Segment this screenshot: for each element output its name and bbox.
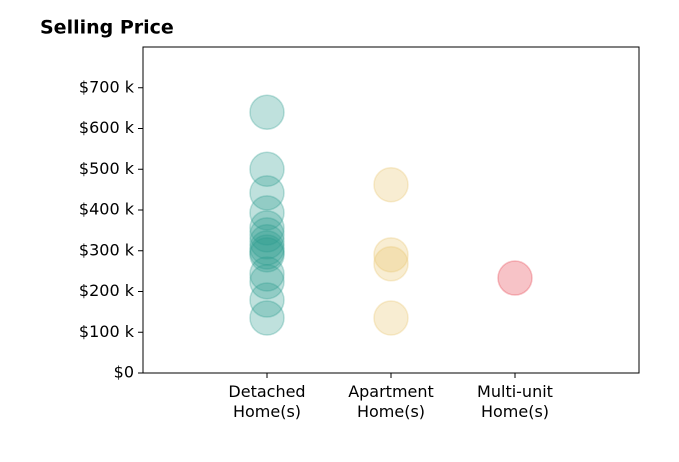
point (249, 256, 285, 292)
x-tick-label: Apartment Home(s) (348, 382, 434, 421)
point (249, 175, 285, 211)
y-tick-label: $200 k (79, 281, 135, 300)
y-tick-label: $700 k (79, 77, 135, 96)
point (249, 263, 285, 300)
point (249, 224, 285, 260)
point (249, 210, 285, 246)
y-tick-label: $600 k (79, 118, 135, 137)
point (249, 230, 285, 266)
point (373, 246, 409, 282)
point (249, 195, 285, 231)
y-tick-label: $500 k (79, 159, 135, 178)
x-tick-label: Multi-unit Home(s) (477, 382, 553, 421)
point (249, 282, 285, 318)
chart-title: Selling Price (40, 17, 174, 39)
y-tick-label: $0 (114, 363, 134, 382)
point (249, 300, 285, 336)
point (249, 237, 285, 273)
point (249, 217, 285, 253)
point (249, 151, 285, 187)
point (373, 300, 409, 336)
x-tick-label: Detached Home(s) (228, 382, 305, 421)
y-tick-label: $300 k (79, 240, 135, 259)
point (249, 94, 285, 130)
point (373, 237, 409, 273)
point (249, 234, 285, 270)
point (373, 166, 409, 203)
y-tick-label: $100 k (79, 322, 135, 341)
y-tick-label: $400 k (79, 200, 135, 219)
point (497, 260, 533, 296)
